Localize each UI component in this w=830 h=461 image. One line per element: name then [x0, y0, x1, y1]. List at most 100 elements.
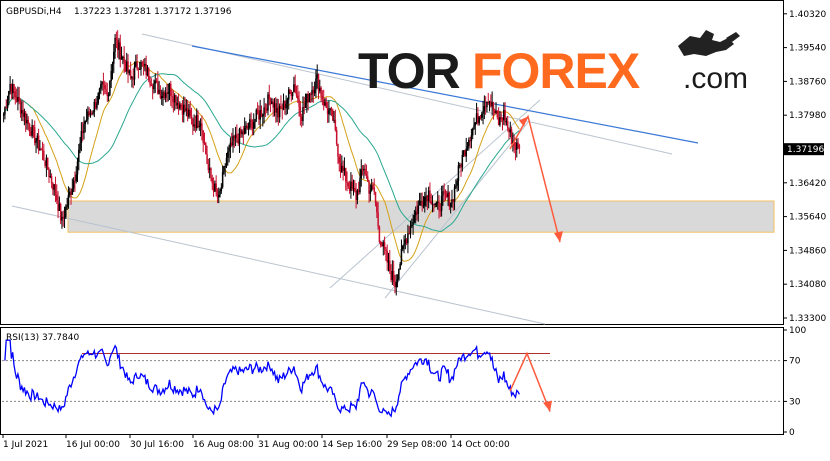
- candle-body: [352, 187, 355, 189]
- candle-body: [22, 110, 24, 117]
- candle-body: [230, 142, 233, 146]
- rising-channel-upper: [329, 99, 541, 289]
- candle-body: [19, 101, 22, 114]
- current-price-label: 1.37196: [787, 145, 824, 155]
- price-tick-label: 1.34860: [789, 246, 826, 256]
- candle-body: [317, 74, 320, 92]
- candle-body: [452, 199, 455, 202]
- candle-body: [342, 165, 344, 171]
- candle-body: [306, 93, 308, 103]
- candle-body: [420, 201, 422, 203]
- candle-body: [110, 70, 112, 81]
- candle-body: [241, 131, 243, 135]
- candle-body: [50, 176, 53, 184]
- candle-body: [447, 192, 449, 198]
- candle-body: [334, 119, 337, 130]
- candle-body: [35, 140, 37, 143]
- candle-body: [87, 111, 89, 120]
- time-tick-label: 16 Aug 08:00: [193, 440, 254, 450]
- candle-body: [101, 81, 103, 85]
- candle-body: [52, 183, 54, 190]
- candle-body: [195, 115, 198, 128]
- candle-body: [49, 176, 52, 178]
- candle-body: [487, 101, 490, 104]
- candle-body: [326, 107, 329, 115]
- candle-body: [479, 116, 482, 118]
- candle-body: [497, 117, 500, 126]
- candle-body: [72, 180, 75, 189]
- candle-body: [144, 63, 146, 66]
- symbol-label: GBPUSDi,H4: [6, 7, 62, 17]
- candle-body: [347, 183, 350, 187]
- candle-body: [383, 242, 386, 250]
- candle-body: [6, 100, 9, 109]
- candle-body: [280, 105, 282, 109]
- candle-body: [171, 96, 173, 98]
- candle-body: [45, 157, 48, 167]
- candle-body: [311, 90, 313, 95]
- candle-body: [286, 99, 289, 104]
- candle-body: [262, 114, 264, 117]
- candle-body: [378, 226, 381, 242]
- candle-body: [198, 125, 201, 127]
- candle-body: [315, 78, 317, 90]
- candle-body: [58, 204, 61, 211]
- candle-body: [122, 56, 124, 58]
- candle-body: [254, 119, 256, 123]
- logo-com: .com: [683, 62, 748, 95]
- candle-body: [78, 149, 80, 162]
- candle-body: [127, 61, 129, 74]
- rsi-forecast-arrow: [509, 351, 551, 412]
- candle-body: [518, 144, 521, 149]
- candle-body: [97, 92, 99, 104]
- candle-body: [493, 110, 496, 113]
- price-tick-label: 1.37980: [789, 111, 826, 121]
- candle-body: [93, 101, 96, 112]
- candle-body: [140, 62, 142, 70]
- candle-body: [246, 125, 248, 129]
- candle-body: [320, 87, 322, 97]
- candle-body: [250, 119, 252, 121]
- candle-body: [236, 134, 238, 140]
- candle-body: [68, 191, 71, 195]
- candle-body: [14, 91, 17, 97]
- candle-body: [391, 270, 394, 280]
- candle-body: [413, 215, 416, 223]
- candle-body: [259, 110, 261, 120]
- candle-body: [505, 121, 508, 123]
- candle-body: [131, 77, 133, 79]
- candle-body: [2, 114, 5, 116]
- candle-body: [421, 201, 423, 206]
- candle-body: [488, 101, 491, 104]
- candle-body: [224, 166, 226, 168]
- candle-body: [344, 167, 347, 182]
- candle-body: [422, 205, 425, 207]
- candle-body: [514, 145, 517, 150]
- candle-body: [490, 101, 492, 107]
- candle-body: [85, 119, 88, 121]
- candle-body: [324, 102, 326, 106]
- candle-body: [382, 242, 385, 247]
- candle-body: [81, 130, 84, 134]
- candle-body: [243, 127, 246, 135]
- candle-body: [21, 110, 23, 114]
- candle-body: [8, 90, 10, 101]
- candle-body: [33, 127, 36, 143]
- price-tick-label: 1.35640: [789, 213, 826, 223]
- candle-body: [40, 149, 42, 151]
- rsi-tick-label: 100: [789, 326, 806, 336]
- candle-body: [105, 88, 107, 93]
- candle-body: [98, 88, 101, 93]
- current-price-tag: [784, 143, 824, 156]
- candle-body: [264, 107, 267, 109]
- candle-body: [175, 95, 177, 106]
- candle-body: [478, 116, 480, 124]
- candle-body: [36, 135, 39, 141]
- candle-body: [330, 108, 333, 110]
- candle-body: [431, 203, 434, 205]
- candle-body: [170, 83, 172, 97]
- candle-body: [418, 201, 421, 206]
- candle-body: [189, 109, 191, 116]
- candle-body: [154, 80, 156, 84]
- candle-body: [172, 97, 175, 103]
